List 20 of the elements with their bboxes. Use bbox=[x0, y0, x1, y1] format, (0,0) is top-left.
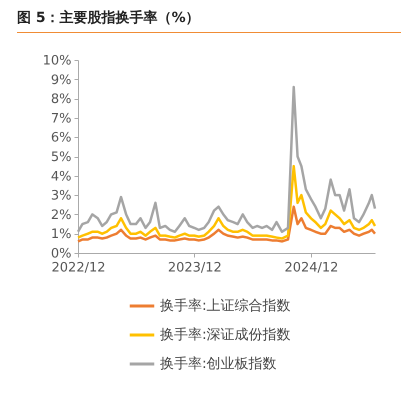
y-tick-label: 1% bbox=[50, 227, 72, 242]
line-series bbox=[76, 164, 376, 240]
y-tick-label: 0% bbox=[50, 246, 72, 262]
y-tick-label: 9% bbox=[50, 72, 72, 88]
y-tick-label: 10% bbox=[42, 54, 72, 68]
legend-label: 换手率:创业板指数 bbox=[160, 356, 277, 372]
x-tick-label: 2024/12 bbox=[284, 260, 338, 276]
y-tick-label: 2% bbox=[50, 208, 72, 223]
y-tick-label: 6% bbox=[50, 130, 72, 146]
chart-title: 图 5：主要股指换手率（%） bbox=[17, 9, 401, 33]
y-tick-label: 8% bbox=[50, 92, 72, 108]
legend-label: 换手率:上证综合指数 bbox=[160, 298, 291, 314]
y-tick-label: 5% bbox=[50, 150, 72, 165]
line-series bbox=[76, 205, 376, 243]
y-tick-label: 7% bbox=[50, 111, 72, 126]
legend-label: 换手率:深证成份指数 bbox=[160, 327, 291, 343]
y-tick-label: 3% bbox=[50, 188, 72, 204]
y-tick-label: 4% bbox=[50, 169, 72, 184]
x-tick-label: 2023/12 bbox=[168, 260, 222, 276]
x-tick-label: 2022/12 bbox=[51, 260, 106, 276]
